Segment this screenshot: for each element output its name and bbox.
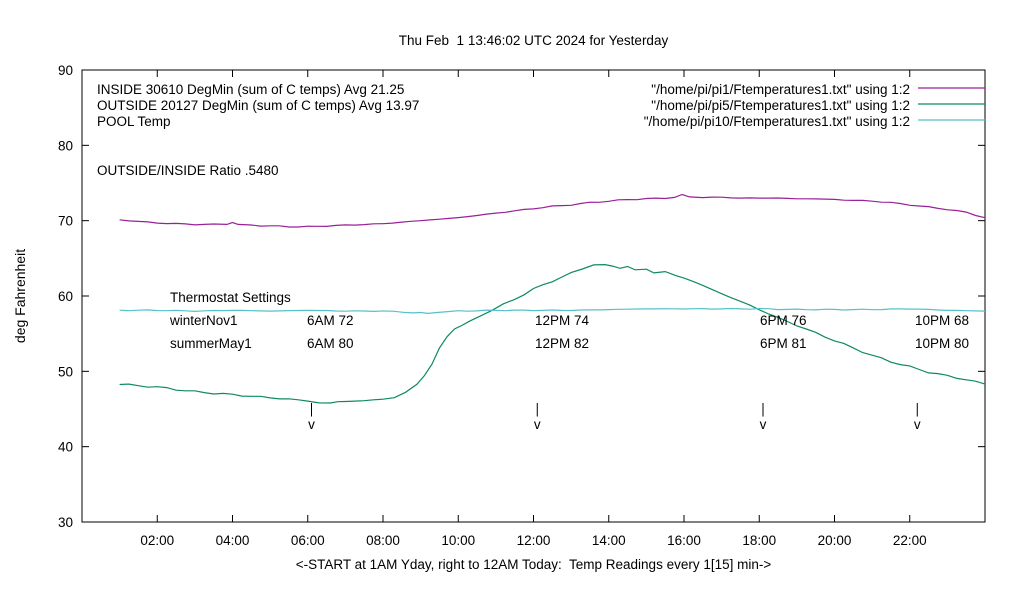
marker-glyph: v [914,417,921,432]
y-tick-label: 40 [58,440,73,455]
legend-label-outside: OUTSIDE 20127 DegMin (sum of C temps) Av… [97,98,420,113]
thermostat-summer-6pm: 6PM 81 [760,336,807,351]
series-line-pool [119,307,986,315]
x-tick-label: 08:00 [366,533,400,548]
y-tick-label: 50 [58,364,73,379]
legend-file-pool: "/home/pi/pi10/Ftemperatures1.txt" using… [643,114,910,129]
y-tick-label: 70 [58,214,73,229]
ratio-label: OUTSIDE/INSIDE Ratio .5480 [97,163,279,178]
thermostat-summer-label: summerMay1 [170,336,252,351]
legend-label-pool: POOL Temp [97,114,171,129]
y-tick-label: 30 [58,515,73,530]
thermostat-heading: Thermostat Settings [170,290,291,305]
thermostat-winter-6am: 6AM 72 [307,313,354,328]
thermostat-winter-10pm: 10PM 68 [915,313,970,328]
x-tick-label: 22:00 [893,533,927,548]
marker-glyph: v [760,417,767,432]
series-line-inside [119,193,986,228]
x-tick-label: 06:00 [291,533,325,548]
x-tick-label: 14:00 [592,533,626,548]
marker-glyph: v [308,417,315,432]
x-tick-label: 04:00 [216,533,250,548]
x-tick-label: 18:00 [742,533,776,548]
y-tick-label: 60 [58,289,73,304]
x-axis-label: <-START at 1AM Yday, right to 12AM Today… [295,557,772,572]
legend-file-inside: "/home/pi/pi1/Ftemperatures1.txt" using … [651,82,910,97]
x-tick-label: 16:00 [667,533,701,548]
y-tick-label: 80 [58,138,73,153]
thermostat-winter-label: winterNov1 [170,313,238,328]
marker-glyph: v [534,417,541,432]
y-axis-label: deg Fahrenheit [12,248,28,344]
series-line-outside [119,263,986,404]
legend-file-outside: "/home/pi/pi5/Ftemperatures1.txt" using … [651,98,910,113]
thermostat-summer-10pm: 10PM 80 [915,336,970,351]
thermostat-winter-6pm: 6PM 76 [760,313,807,328]
x-tick-label: 12:00 [517,533,551,548]
thermostat-summer-6am: 6AM 80 [307,336,354,351]
legend-label-inside: INSIDE 30610 DegMin (sum of C temps) Avg… [97,82,405,97]
thermostat-winter-12pm: 12PM 74 [535,313,590,328]
x-tick-label: 02:00 [140,533,174,548]
y-tick-label: 90 [58,63,73,78]
thermostat-summer-12pm: 12PM 82 [535,336,590,351]
chart-title: Thu Feb 1 13:46:02 UTC 2024 for Yesterda… [398,33,669,48]
x-tick-label: 10:00 [441,533,475,548]
x-tick-label: 20:00 [818,533,852,548]
